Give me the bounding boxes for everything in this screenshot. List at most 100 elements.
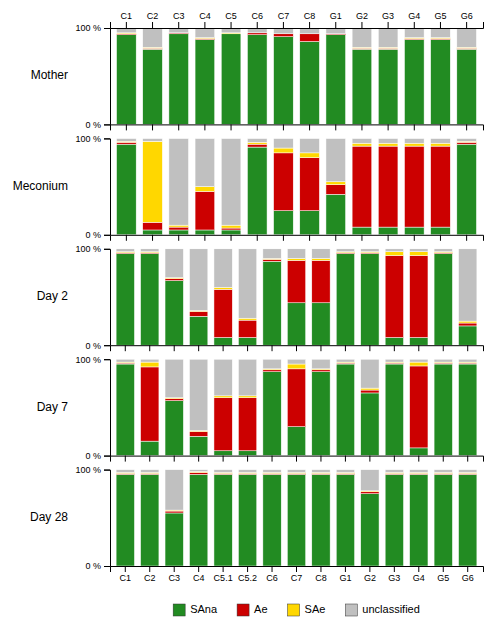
x-tick-mark (126, 124, 127, 130)
y-tick-mark (104, 345, 110, 346)
x-tick-label: C2 (147, 11, 159, 21)
bar-segment (238, 473, 256, 475)
x-tick-label: C5.2 (238, 573, 257, 583)
bar-segment (189, 359, 207, 430)
panel: 0 %100 %Day 7 (37, 355, 484, 462)
x-tick (361, 124, 362, 130)
bar-segment (238, 337, 256, 345)
bar-segment (352, 143, 372, 146)
bar-segment (214, 287, 232, 289)
bar-segment (404, 40, 424, 125)
x-tick-mark (388, 124, 389, 130)
y-tick: 0 % (85, 561, 110, 571)
bar-segment (141, 362, 159, 367)
chart-container: 0 %100 %C1C2C3C4C5C6C7C8G1G2G3G4G5G6Moth… (0, 0, 497, 630)
bar-segment (312, 370, 330, 372)
x-tick: G3 (382, 11, 394, 28)
bar-segment (189, 316, 207, 345)
x-tick-mark (418, 566, 419, 572)
y-tick: 0 % (85, 120, 110, 130)
bar-segment (117, 33, 137, 35)
y-tick-label: 100 % (75, 355, 101, 365)
bar-segment (352, 49, 372, 124)
bar-segment (378, 146, 398, 227)
x-tick-label: C1 (121, 11, 133, 21)
bar-segment (336, 254, 354, 346)
bar-segment (336, 249, 354, 252)
bar-segment (274, 148, 294, 153)
bar-segment (169, 225, 189, 227)
bar-segment (117, 144, 137, 235)
x-tick-label: C1 (120, 573, 132, 583)
x-tick-mark (466, 124, 467, 130)
bar-segment (247, 35, 267, 125)
bar-segment (238, 398, 256, 451)
bar-segment (361, 388, 379, 390)
panel: 0 %100 %C1C2C3C4C5.1C5.2C6C7C8G1G2G3G4G5… (30, 465, 484, 583)
legend-label: Ae (254, 603, 267, 615)
bar-segment (189, 436, 207, 455)
x-tick-mark (466, 235, 467, 241)
bar-segment (361, 254, 379, 346)
bar-segment (326, 194, 346, 234)
bar-segment (378, 28, 398, 47)
x-tick-mark (178, 235, 179, 241)
x-tick (272, 345, 273, 351)
x-tick: C2 (144, 566, 156, 583)
bar-segment (263, 372, 281, 456)
x-tick-mark (440, 124, 441, 130)
y-tick-label: 100 % (75, 465, 101, 475)
y-axis: 0 %100 % (75, 134, 110, 240)
bar-segment (457, 142, 477, 144)
bar-segment (247, 144, 267, 147)
y-tick-label: 100 % (75, 134, 101, 144)
x-tick (198, 345, 199, 351)
x-tick-label: G6 (461, 11, 473, 21)
x-tick (178, 124, 179, 130)
x-tick-mark (369, 345, 370, 351)
bar-series (117, 34, 477, 125)
bar-segment (385, 474, 403, 566)
x-tick-mark (152, 124, 153, 130)
legend-item: SAe (288, 603, 326, 616)
bar-segment (116, 359, 134, 362)
x-tick: G1 (330, 11, 342, 28)
x-tick (152, 124, 153, 130)
bar-segment (434, 254, 452, 346)
x-tick-mark (125, 456, 126, 462)
x-tick (231, 235, 232, 241)
x-tick: G5 (437, 566, 449, 583)
bar-segment (214, 249, 232, 288)
x-tick-mark (467, 456, 468, 462)
bar-segment (274, 34, 294, 37)
bar-segment (385, 249, 403, 252)
x-tick-label: C3 (168, 573, 180, 583)
bar-segment (378, 48, 398, 50)
bar-segment (247, 147, 267, 235)
x-tick-mark (247, 456, 248, 462)
x-tick-label: C4 (199, 11, 211, 21)
bar-segment (116, 474, 134, 566)
y-tick-label: 100 % (75, 244, 101, 254)
x-tick-mark (309, 235, 310, 241)
x-tick-mark (126, 235, 127, 241)
x-tick-label: C7 (291, 573, 303, 583)
bar-segment (263, 473, 281, 475)
x-tick: C5.1 (214, 566, 233, 583)
x-tick-mark (152, 235, 153, 241)
bar-segment (385, 364, 403, 456)
x-tick-mark (394, 566, 395, 572)
y-axis-line (104, 249, 111, 345)
x-tick: C5.2 (238, 566, 257, 583)
x-tick (394, 345, 395, 351)
bar-segment (214, 359, 232, 396)
x-tick-mark (272, 566, 273, 572)
x-tick (320, 456, 321, 462)
bar-segment (263, 474, 281, 566)
x-tick-mark (174, 345, 175, 351)
bar-segment (326, 182, 346, 185)
bar-segment (263, 259, 281, 261)
bar-segment (336, 470, 354, 473)
bar-segment (336, 474, 354, 566)
x-axis-line (111, 22, 484, 29)
